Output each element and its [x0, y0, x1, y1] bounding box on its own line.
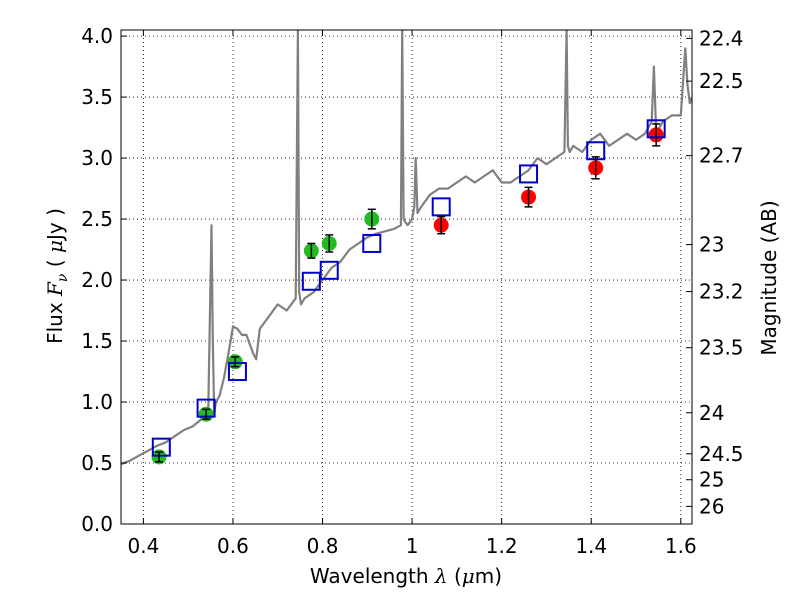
x-tick-label: 1.2	[486, 534, 518, 558]
tick-marks	[121, 30, 692, 525]
model-square	[519, 164, 539, 184]
model-square	[319, 260, 339, 280]
magnitude-tick-label: 22.4	[699, 26, 744, 50]
spectrum-line-layer	[121, 30, 692, 466]
magnitude-tick-label: 24.5	[699, 442, 744, 466]
magnitude-tick-label: 22.7	[699, 144, 744, 168]
grid-lines	[121, 30, 692, 524]
model-square	[301, 271, 321, 291]
model-square	[151, 437, 171, 457]
marker-layer	[151, 119, 666, 465]
y-tick-label: 0.5	[81, 451, 113, 475]
y-axis-label: Flux Fν ( μJy )	[43, 208, 71, 344]
magnitude-tick-label: 22.5	[699, 69, 744, 93]
y-tick-label: 2.0	[81, 268, 113, 292]
y-tick-label: 0.0	[81, 512, 113, 536]
model-square	[362, 233, 382, 253]
x-tick-label: 1	[406, 534, 419, 558]
x-tick-label: 1.4	[575, 534, 607, 558]
x-tick-labels: 0.4 0.6 0.8 1 1.2 1.4 1.6	[127, 534, 696, 558]
magnitude-axis-label: Magnitude (AB)	[757, 200, 781, 355]
x-axis-label: Wavelength λ (μm)	[310, 564, 502, 588]
x-tick-label: 0.6	[217, 534, 249, 558]
plot-frame	[120, 29, 693, 525]
x-tick-label: 0.4	[127, 534, 159, 558]
y-tick-label: 2.5	[81, 207, 113, 231]
magnitude-tick-label: 23	[699, 233, 724, 257]
y-tick-label: 3.0	[81, 146, 113, 170]
y-tick-labels: 0.0 0.5 1.0 1.5 2.0 2.5 3.0 3.5 4.0	[81, 24, 113, 536]
magnitude-tick-label: 24	[699, 401, 724, 425]
y-tick-label: 4.0	[81, 24, 113, 48]
magnitude-tick-label: 25	[699, 468, 724, 492]
magnitude-tick-label: 26	[699, 494, 724, 518]
y-tick-label: 1.5	[81, 329, 113, 353]
magnitude-tick-label: 23.2	[699, 280, 744, 304]
y-tick-label: 1.0	[81, 390, 113, 414]
x-tick-label: 0.8	[307, 534, 339, 558]
model-square	[227, 362, 247, 382]
y-tick-label: 3.5	[81, 85, 113, 109]
x-tick-label: 1.6	[665, 534, 697, 558]
magnitude-tick-label: 23.5	[699, 336, 744, 360]
spectrum-line	[121, 30, 692, 466]
model-square	[431, 197, 451, 217]
